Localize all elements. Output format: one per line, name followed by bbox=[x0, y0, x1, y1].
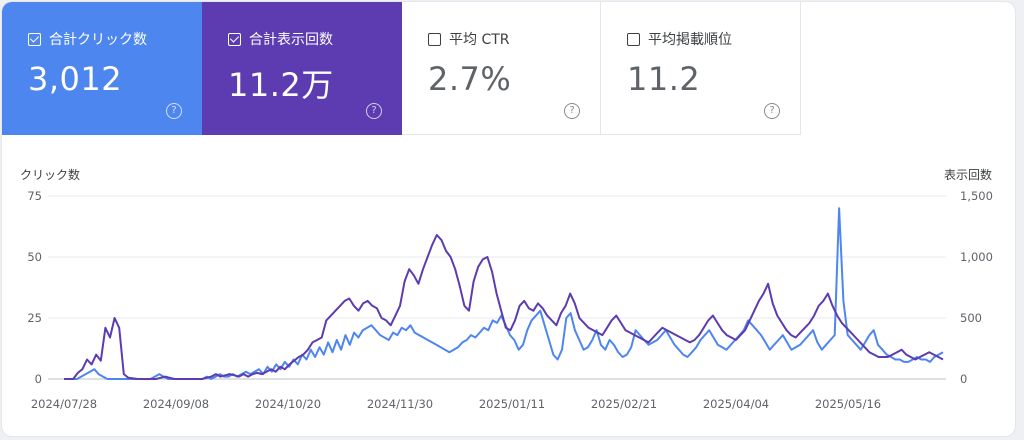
right-y-tick-label: 1,000 bbox=[960, 250, 993, 264]
metric-tabs: 合計クリック数 3,012 ? 合計表示回数 11.2万 ? 平均 CTR 2.… bbox=[2, 2, 1015, 135]
right-y-ticks: 0 500 1,000 1,500 bbox=[960, 189, 993, 386]
grid-lines bbox=[48, 195, 946, 380]
x-tick-label: 2025/05/16 bbox=[815, 397, 881, 411]
left-y-tick-label: 50 bbox=[27, 250, 42, 264]
right-y-tick-label: 0 bbox=[960, 372, 967, 386]
metric-value: 11.2万 bbox=[228, 66, 334, 104]
right-y-tick-label: 1,500 bbox=[960, 189, 993, 203]
x-tick-label: 2024/07/28 bbox=[31, 397, 97, 411]
clicks-series-line bbox=[64, 207, 944, 380]
x-tick-label: 2024/09/08 bbox=[143, 397, 209, 411]
x-tick-label: 2025/01/11 bbox=[479, 397, 545, 411]
left-axis-title: クリック数 bbox=[20, 167, 80, 182]
performance-chart[interactable]: クリック数 表示回数 0 25 50 75 0 500 1,000 1,500 2024/0… bbox=[2, 135, 1015, 435]
metric-label: 合計クリック数 bbox=[49, 32, 147, 48]
series-lines bbox=[64, 207, 944, 380]
x-tick-label: 2025/02/21 bbox=[591, 397, 657, 411]
metric-header: 平均掲載順位 bbox=[627, 29, 732, 49]
performance-card: 合計クリック数 3,012 ? 合計表示回数 11.2万 ? 平均 CTR 2.… bbox=[2, 2, 1015, 436]
checkbox-unchecked-icon[interactable] bbox=[627, 32, 640, 46]
metric-label: 合計表示回数 bbox=[249, 32, 333, 48]
metric-value: 2.7% bbox=[428, 60, 512, 98]
metric-value: 3,012 bbox=[28, 60, 123, 98]
metric-average-position[interactable]: 平均掲載順位 11.2 ? bbox=[601, 2, 801, 135]
help-icon[interactable]: ? bbox=[366, 103, 382, 119]
help-icon[interactable]: ? bbox=[564, 103, 580, 119]
metric-average-ctr[interactable]: 平均 CTR 2.7% ? bbox=[402, 2, 601, 135]
x-tick-label: 2024/11/30 bbox=[367, 397, 433, 411]
checkbox-checked-icon[interactable] bbox=[228, 32, 241, 46]
metric-value: 11.2 bbox=[627, 60, 701, 98]
checkbox-unchecked-icon[interactable] bbox=[428, 32, 441, 46]
x-tick-label: 2024/10/20 bbox=[255, 397, 321, 411]
x-tick-label: 2025/04/04 bbox=[703, 397, 769, 411]
left-y-tick-label: 25 bbox=[27, 311, 42, 325]
help-icon[interactable]: ? bbox=[166, 103, 182, 119]
metric-label: 平均掲載順位 bbox=[648, 32, 732, 48]
metric-header: 合計表示回数 bbox=[228, 29, 333, 49]
impressions-series-line bbox=[64, 234, 944, 380]
metric-header: 平均 CTR bbox=[428, 29, 510, 49]
x-ticks: 2024/07/28 2024/09/08 2024/10/20 2024/11/30… bbox=[31, 397, 881, 411]
help-icon[interactable]: ? bbox=[764, 103, 780, 119]
metric-total-clicks[interactable]: 合計クリック数 3,012 ? bbox=[2, 2, 202, 135]
left-y-tick-label: 75 bbox=[27, 189, 42, 203]
left-y-tick-label: 0 bbox=[35, 372, 42, 386]
metric-total-impressions[interactable]: 合計表示回数 11.2万 ? bbox=[202, 2, 402, 135]
right-y-tick-label: 500 bbox=[960, 311, 982, 325]
checkbox-checked-icon[interactable] bbox=[28, 32, 41, 46]
left-y-ticks: 0 25 50 75 bbox=[27, 189, 42, 386]
metric-header: 合計クリック数 bbox=[28, 29, 147, 49]
right-axis-title: 表示回数 bbox=[944, 167, 992, 182]
metric-label: 平均 CTR bbox=[449, 32, 510, 48]
